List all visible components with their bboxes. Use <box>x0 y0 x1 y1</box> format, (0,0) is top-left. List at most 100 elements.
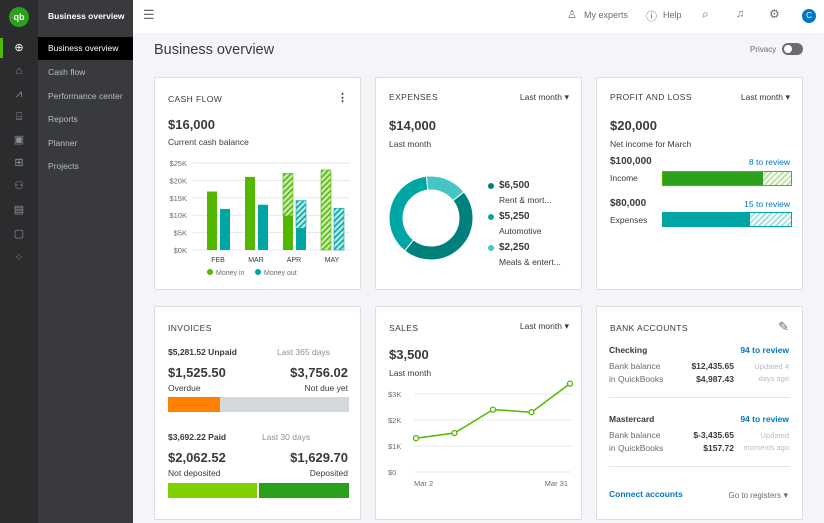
card-title: EXPENSES <box>389 92 439 102</box>
y-tick-label: $3K <box>388 390 401 399</box>
icon-rail: qb ⊕ ⌂ ⩘ ⌸ ▣ ⊞ ⚇ ▤ ▢ ⁘ <box>0 0 38 523</box>
sidebar-item-performance-center[interactable]: Performance center <box>48 91 123 101</box>
deposited-amount: $1,629.70 <box>290 450 348 465</box>
unpaid-bar[interactable] <box>168 397 349 412</box>
sidebar-item-planner[interactable]: Planner <box>48 138 78 148</box>
expert-icon[interactable]: ♙ <box>567 9 577 21</box>
paid-period: Last 30 days <box>262 432 311 442</box>
my-experts-link[interactable]: My experts <box>584 10 629 20</box>
quickbooks-balance-label: in QuickBooks <box>609 443 664 453</box>
avatar[interactable]: C <box>802 9 816 23</box>
bar-projected-money-in <box>320 169 332 251</box>
account-name: Mastercard <box>609 414 655 424</box>
sales-point[interactable] <box>566 380 574 387</box>
tax-icon[interactable]: ▢ <box>13 228 25 240</box>
quickbooks-balance-label: in QuickBooks <box>609 374 664 384</box>
quickbooks-balance: $4,987.43 <box>696 374 734 384</box>
cash-flow-chart: $0K $5K $10K $15K $20K $25K FEB MAR APR MAY Money … <box>169 159 350 276</box>
hamburger-menu-icon[interactable]: ☰ <box>143 7 155 22</box>
help-link[interactable]: Help <box>663 10 682 20</box>
review-link[interactable]: 94 to review <box>740 414 789 424</box>
bank-accounts-card[interactable]: BANK ACCOUNTS ✎ Connect accounts Go to r… <box>596 306 803 520</box>
sales-point[interactable] <box>451 429 458 437</box>
sales-point[interactable] <box>528 409 535 416</box>
donut-slice[interactable] <box>425 175 465 202</box>
expenses-period-label: Last month <box>389 139 432 149</box>
card-title: CASH FLOW <box>168 94 223 104</box>
expense-amount: $2,250 <box>499 242 530 253</box>
search-icon[interactable]: ⌕ <box>702 7 709 21</box>
period-dropdown[interactable]: Last month <box>520 92 569 103</box>
sales-point[interactable] <box>412 435 420 442</box>
donut-slice[interactable] <box>388 175 429 252</box>
bar-projected-money-out <box>295 200 307 229</box>
privacy-toggle[interactable] <box>782 43 803 55</box>
card-title: BANK ACCOUNTS <box>610 323 688 333</box>
apps-icon[interactable]: ⁘ <box>14 252 24 264</box>
top-bar: ☰ ♙ My experts ⓘ Help ⌕ ♫ ⚙ C <box>133 0 824 33</box>
expenses-label: Expenses <box>610 215 648 225</box>
sidebar-item-projects[interactable]: Projects <box>48 161 79 171</box>
chart-icon[interactable]: ⩘ <box>15 88 23 100</box>
sales-point[interactable] <box>489 406 497 413</box>
cash-flow-card[interactable]: CASH FLOW ⋮ $16,000 Current cash balance… <box>154 77 361 290</box>
bell-icon[interactable]: ♫ <box>736 8 745 20</box>
connect-accounts-link[interactable]: Connect accounts <box>609 489 683 499</box>
sales-card[interactable]: SALES Last month $3,500 Last month $0 $1K… <box>375 306 582 520</box>
create-plus-icon[interactable]: ⊕ <box>14 42 24 54</box>
divider <box>609 397 790 398</box>
review-link[interactable]: 94 to review <box>740 345 789 355</box>
donut-slice[interactable] <box>404 191 474 261</box>
y-tick-label: $1K <box>388 442 401 451</box>
go-to-registers-dropdown[interactable]: Go to registers <box>729 490 789 501</box>
expenses-review-link[interactable]: 15 to review <box>744 199 790 209</box>
quickbooks-balance: $157.72 <box>703 443 734 453</box>
y-tick-label: $15K <box>169 194 187 203</box>
calculator-icon[interactable]: ▤ <box>13 204 25 216</box>
expense-amount: $5,250 <box>499 211 530 222</box>
card-title: INVOICES <box>168 323 212 333</box>
expense-category[interactable]: Meals & entert... <box>499 257 561 267</box>
paid-bar[interactable] <box>168 483 349 498</box>
invoices-card[interactable]: INVOICES $5,281.52 Unpaid Last 365 days … <box>154 306 361 520</box>
account-name: Checking <box>609 345 648 355</box>
more-options-icon[interactable]: ⋮ <box>337 92 348 104</box>
period-dropdown[interactable]: Last month <box>520 321 569 332</box>
legend-dot <box>488 214 494 220</box>
home-icon[interactable]: ⌂ <box>15 65 23 77</box>
pencil-icon[interactable]: ✎ <box>778 319 789 334</box>
sales-amount: $3,500 <box>389 347 429 362</box>
not-due-label: Not due yet <box>304 383 348 393</box>
x-tick-label: APR <box>287 257 301 264</box>
expenses-amount: $80,000 <box>610 198 647 209</box>
divider <box>609 466 790 467</box>
expenses-card[interactable]: EXPENSES Last month $14,000 Last month $… <box>375 77 582 290</box>
sidebar-item-reports[interactable]: Reports <box>48 114 78 124</box>
cart-icon[interactable]: ⊞ <box>14 157 24 169</box>
cash-balance-label: Current cash balance <box>168 137 249 147</box>
sidebar: Business overview Business overview Cash… <box>38 0 133 523</box>
people-icon[interactable]: ⚇ <box>14 180 24 192</box>
legend-money-in: Money in <box>216 270 245 276</box>
y-tick-label: $0K <box>174 246 187 255</box>
help-icon[interactable]: ⓘ <box>646 11 657 23</box>
bank-balance-label: Bank balance <box>609 361 661 371</box>
y-tick-label: $0 <box>388 468 396 477</box>
overdue-amount: $1,525.50 <box>168 365 226 380</box>
income-label: Income <box>610 173 638 183</box>
expense-category[interactable]: Rent & mort... <box>499 195 552 205</box>
x-tick-label: Mar 2 <box>414 479 433 488</box>
sidebar-item-cash-flow[interactable]: Cash flow <box>48 67 86 77</box>
sales-icon[interactable]: ▣ <box>13 134 25 146</box>
unpaid-total: $5,281.52 Unpaid <box>168 347 237 357</box>
sidebar-item-business-overview[interactable]: Business overview <box>38 37 133 60</box>
bank-icon[interactable]: ⌸ <box>15 111 23 123</box>
quickbooks-logo[interactable]: qb <box>9 7 29 27</box>
net-income-amount: $20,000 <box>610 118 657 133</box>
x-tick-label: MAR <box>248 257 264 264</box>
expense-category[interactable]: Automotive <box>499 226 542 236</box>
income-review-link[interactable]: 8 to review <box>748 157 790 167</box>
profit-and-loss-card[interactable]: PROFIT AND LOSS Last month $20,000 Net i… <box>596 77 803 290</box>
period-dropdown[interactable]: Last month <box>741 92 790 103</box>
gear-icon[interactable]: ⚙ <box>769 7 780 21</box>
